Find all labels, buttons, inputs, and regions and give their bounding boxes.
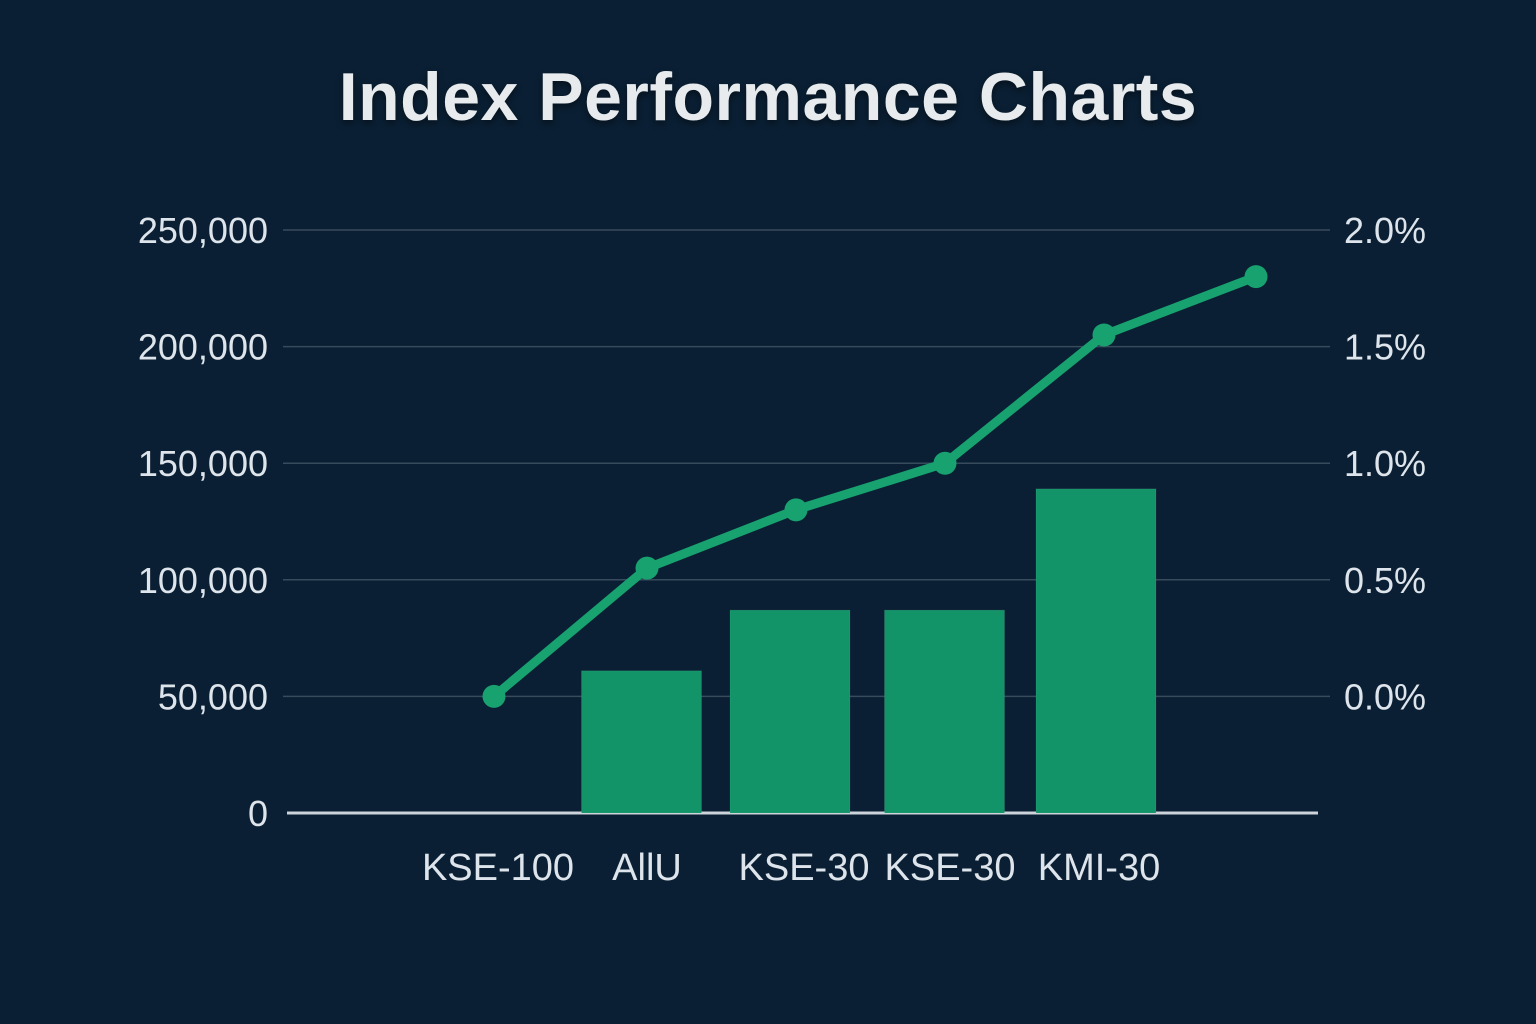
- left-axis-tick-label: 250,000: [138, 210, 268, 251]
- trend-point-0: [482, 684, 506, 708]
- x-axis-category-label: AllU: [612, 847, 682, 889]
- left-axis-tick-label: 200,000: [138, 327, 268, 368]
- trend-point-3: [933, 451, 957, 475]
- right-axis-tick-label: 1.0%: [1344, 443, 1426, 484]
- trend-line: [489, 272, 1261, 701]
- right-axis-tick-label: 1.5%: [1344, 327, 1426, 368]
- bar-KSE-30: [884, 609, 1005, 814]
- right-axis-tick-label: 2.0%: [1344, 210, 1426, 251]
- chart-title: Index Performance Charts: [338, 59, 1198, 135]
- bar-KMI-30: [1035, 488, 1157, 814]
- x-axis-category-label: KSE-30: [885, 847, 1016, 889]
- bar-AllU: [581, 670, 702, 814]
- left-axis-tick-label: 150,000: [138, 443, 268, 484]
- left-axis-tick-label: 0: [248, 793, 268, 834]
- right-axis-tick-label: 0.0%: [1344, 676, 1426, 717]
- bar-KSE-30: [729, 609, 851, 814]
- trend-point-5: [1244, 265, 1268, 289]
- left-axis-tick-label: 100,000: [138, 560, 268, 601]
- x-axis-category-label: KMI-30: [1038, 847, 1160, 889]
- right-axis-tick-label: 0.5%: [1344, 560, 1426, 601]
- left-axis-tick-label: 50,000: [158, 676, 268, 717]
- trend-point-4: [1092, 323, 1116, 347]
- trend-point-1: [635, 556, 659, 580]
- x-axis-category-label: KSE-30: [739, 847, 870, 889]
- trend-point-2: [784, 498, 808, 522]
- x-axis-category-label: KSE-100: [422, 847, 574, 889]
